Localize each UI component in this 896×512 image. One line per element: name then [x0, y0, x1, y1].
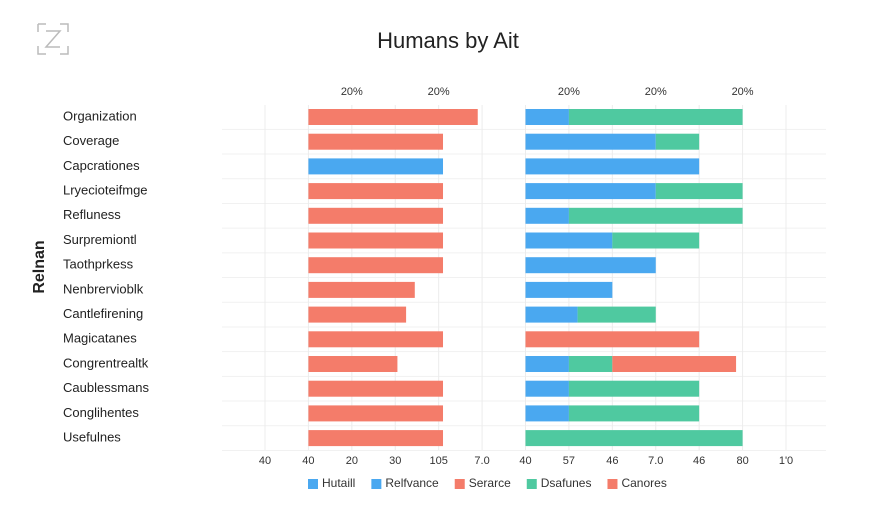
bar — [655, 133, 700, 150]
bar — [308, 232, 444, 249]
top-tick-label: 20% — [558, 86, 580, 98]
x-tick-label: 30 — [389, 455, 401, 467]
bar — [308, 405, 444, 422]
legend-label: Canores — [621, 476, 666, 490]
bar — [525, 133, 656, 150]
category-label: Conglihentes — [63, 405, 139, 420]
x-tick-label: 80 — [736, 455, 748, 467]
x-tick-label: 105 — [429, 455, 447, 467]
top-tick-label: 20% — [732, 86, 754, 98]
bar — [525, 405, 569, 422]
bar — [568, 405, 700, 422]
category-label: Lryecioteifmge — [63, 183, 148, 198]
top-tick-label: 20% — [428, 86, 450, 98]
legend-swatch — [308, 479, 318, 489]
bar — [525, 356, 569, 372]
x-tick-label: 40 — [519, 455, 531, 467]
bar — [525, 207, 569, 224]
category-label: Taothprkess — [63, 257, 134, 272]
bar — [308, 133, 444, 150]
logo — [37, 23, 69, 55]
legend-swatch — [454, 479, 465, 489]
top-tick-label: 20% — [645, 86, 667, 98]
legend-label: Dsafunes — [541, 476, 592, 490]
bar — [308, 356, 398, 372]
bar — [525, 232, 613, 249]
legend-label: Relfvance — [385, 476, 439, 490]
bar — [525, 158, 700, 175]
bar — [525, 257, 656, 274]
x-tick-label: 40 — [302, 455, 314, 467]
x-tick-label: 1'0 — [779, 455, 793, 467]
bar — [525, 183, 656, 200]
bar — [577, 306, 656, 323]
bar — [568, 109, 743, 125]
bar — [308, 306, 407, 323]
x-tick-label: 7.0 — [474, 455, 489, 467]
bar — [308, 331, 444, 348]
bar — [525, 380, 569, 397]
x-tick-label: 40 — [259, 455, 271, 467]
bar — [568, 356, 613, 372]
bar — [308, 183, 444, 200]
bar — [568, 207, 743, 224]
category-label: Refluness — [63, 207, 121, 222]
bar — [308, 281, 415, 298]
legend-label: Hutaill — [322, 476, 355, 490]
chart-title: Humans by Ait — [377, 28, 519, 53]
category-label: Nenbrervioblk — [63, 281, 144, 296]
category-label: Surpremiontl — [63, 232, 137, 247]
legend-swatch — [371, 479, 382, 489]
x-tick-label: 46 — [606, 455, 618, 467]
category-label: Cantlefirening — [63, 306, 143, 321]
bar — [525, 281, 613, 298]
y-axis-label: Relnan — [31, 240, 48, 293]
legend-swatch — [526, 479, 537, 489]
x-tick-label: 20 — [346, 455, 358, 467]
x-tick-label: 57 — [563, 455, 575, 467]
x-tick-label: 7.0 — [648, 455, 663, 467]
bar — [308, 380, 444, 397]
category-label: Magicatanes — [63, 331, 137, 346]
bar — [308, 207, 444, 224]
bar — [568, 380, 700, 397]
bar — [612, 232, 700, 249]
bar — [308, 430, 444, 447]
bar — [525, 331, 700, 348]
bar — [308, 257, 444, 274]
bar — [308, 109, 478, 125]
bar — [525, 306, 578, 323]
category-label: Congrentrealtk — [63, 355, 149, 370]
bar — [655, 183, 743, 200]
legend-label: Serarce — [469, 476, 511, 490]
bar — [525, 430, 743, 447]
legend-swatch — [607, 479, 618, 489]
category-label: Capcrationes — [63, 158, 140, 173]
bar — [612, 356, 737, 372]
x-tick-label: 46 — [693, 455, 705, 467]
category-label: Organization — [63, 108, 137, 123]
category-label: Coverage — [63, 133, 119, 148]
category-label: Usefulnes — [63, 430, 121, 445]
category-label: Caublessmans — [63, 380, 149, 395]
bar — [308, 158, 444, 175]
bar — [525, 109, 569, 125]
top-tick-label: 20% — [341, 86, 363, 98]
